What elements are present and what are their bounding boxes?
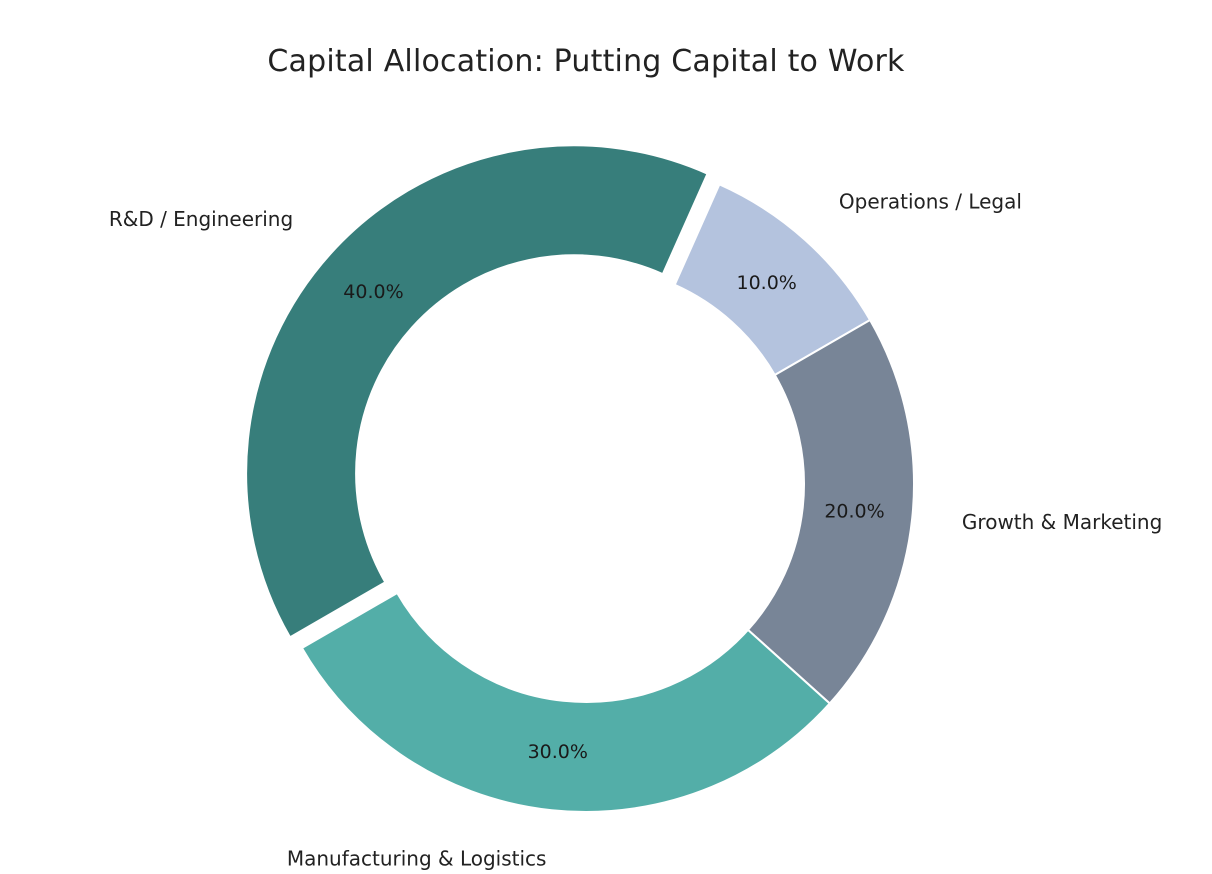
category-label-operations-legal: Operations / Legal [839,190,1022,214]
slice-r-d-engineering [245,144,709,639]
pct-label-growth-marketing: 20.0% [824,501,884,523]
category-label-growth-marketing: Growth & Marketing [962,510,1162,534]
pct-label-manufacturing-logistics: 30.0% [528,741,588,763]
slice-growth-marketing [746,318,915,705]
category-label-manufacturing-logistics: Manufacturing & Logistics [287,846,547,870]
chart-title: Capital Allocation: Putting Capital to W… [267,44,905,79]
pct-label-operations-legal: 10.0% [736,272,796,294]
pct-label-r-d-engineering: 40.0% [343,281,403,303]
category-label-r-d-engineering: R&D / Engineering [109,207,293,231]
slice-manufacturing-logistics [300,591,832,813]
